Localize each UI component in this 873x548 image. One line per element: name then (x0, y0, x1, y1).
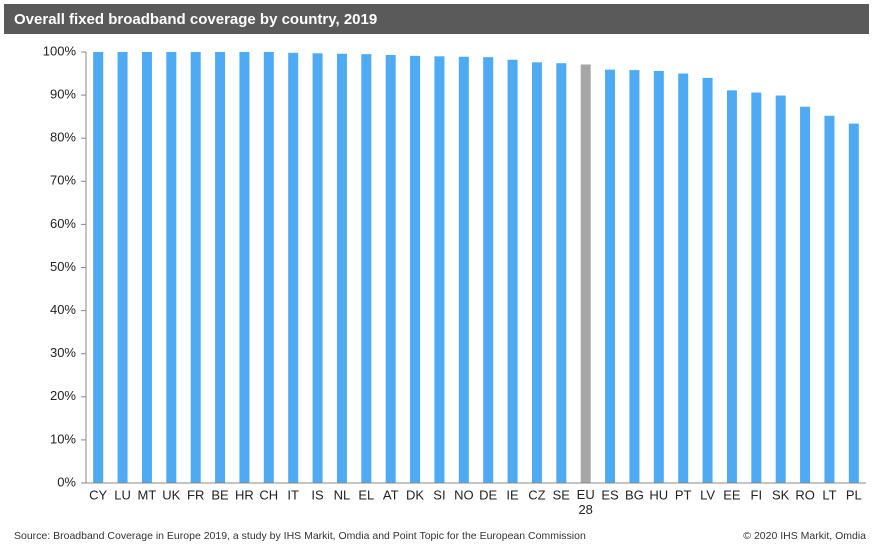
bar (361, 54, 372, 483)
x-tick-label: BG (625, 487, 644, 502)
y-tick-label: 0% (57, 474, 76, 489)
x-tick-label: BE (211, 487, 229, 502)
bar (263, 52, 274, 483)
y-tick-label: 30% (50, 345, 76, 360)
bar (605, 69, 616, 484)
x-tick-label: RO (795, 487, 815, 502)
bar (117, 52, 128, 483)
bar (507, 59, 518, 484)
bar (678, 73, 689, 484)
x-tick-label: PT (675, 487, 692, 502)
x-tick-label: IT (287, 487, 299, 502)
x-tick-label: LT (822, 487, 836, 502)
bar (580, 64, 591, 484)
bar (288, 52, 299, 483)
x-tick-label: FR (187, 487, 204, 502)
x-tick-label: LU (114, 487, 131, 502)
bar (531, 62, 542, 484)
x-tick-label: SI (433, 487, 445, 502)
bar (312, 53, 323, 483)
bar (166, 52, 177, 483)
x-tick-label: HU (649, 487, 668, 502)
bar (239, 52, 250, 483)
bar (775, 95, 786, 483)
x-tick-label: CZ (528, 487, 545, 502)
x-tick-label: AT (383, 487, 399, 502)
y-tick-label: 80% (50, 130, 76, 145)
x-tick-label: UK (162, 487, 180, 502)
x-tick-label: FI (751, 487, 763, 502)
bar (726, 90, 737, 483)
bar (434, 56, 445, 484)
x-tick-label: EE (723, 487, 741, 502)
x-tick-label: PL (846, 487, 862, 502)
bar (751, 92, 762, 483)
y-tick-label: 70% (50, 173, 76, 188)
bar (336, 53, 347, 483)
y-tick-label: 90% (50, 87, 76, 102)
bar (410, 55, 421, 484)
copyright: © 2020 IHS Markit, Omdia (743, 530, 866, 542)
bar (385, 55, 396, 483)
title-banner (4, 4, 869, 34)
x-tick-label: NL (334, 487, 351, 502)
x-tick-label: EL (358, 487, 374, 502)
y-tick-label: 50% (50, 259, 76, 274)
bar (800, 106, 811, 483)
bar (190, 52, 201, 483)
y-tick-label: 100% (43, 43, 77, 58)
x-tick-label: SE (553, 487, 571, 502)
x-tick-label: HR (235, 487, 254, 502)
x-tick-label: IS (311, 487, 324, 502)
y-tick-label: 10% (50, 431, 76, 446)
y-tick-label: 40% (50, 302, 76, 317)
x-tick-label: ES (601, 487, 619, 502)
bar (556, 63, 567, 484)
x-tick-label: SK (772, 487, 790, 502)
x-tick-label: IE (506, 487, 519, 502)
bar (458, 56, 469, 484)
y-tick-label: 60% (50, 216, 76, 231)
bar (93, 52, 104, 483)
bar (824, 115, 835, 484)
bar (653, 70, 664, 484)
x-tick-label: CH (259, 487, 278, 502)
source: Source: Broadband Coverage in Europe 201… (14, 530, 586, 542)
chart-title: Overall fixed broadband coverage by coun… (14, 11, 377, 28)
bar (629, 70, 640, 484)
bar (702, 77, 713, 484)
x-tick-label: CY (89, 487, 107, 502)
x-tick-label: DK (406, 487, 424, 502)
bar (141, 52, 152, 483)
x-tick-label: LV (700, 487, 715, 502)
x-tick-label: EU 28 (577, 487, 595, 517)
bar (483, 57, 494, 484)
x-tick-label: NO (454, 487, 474, 502)
x-tick-label: MT (138, 487, 157, 502)
x-tick-label: DE (479, 487, 497, 502)
bar (215, 52, 226, 483)
y-tick-label: 20% (50, 388, 76, 403)
bar (848, 123, 859, 484)
